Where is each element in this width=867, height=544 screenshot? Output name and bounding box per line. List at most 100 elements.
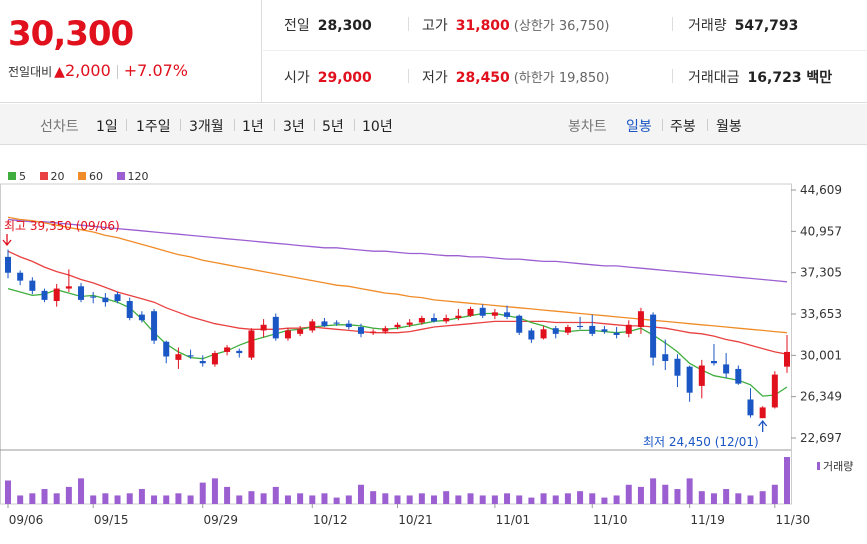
candle-body bbox=[735, 368, 742, 384]
trade-amount: 거래대금 16,723 백만 bbox=[688, 67, 832, 87]
volume-bar bbox=[333, 497, 340, 504]
candle-weekly[interactable]: 주봉 bbox=[670, 119, 696, 135]
volume-bar bbox=[357, 484, 364, 504]
volume-bar bbox=[674, 489, 681, 504]
volume-bar bbox=[431, 495, 438, 504]
period-1d[interactable]: 1일 bbox=[96, 119, 118, 135]
candle-body bbox=[102, 297, 109, 303]
period-3m[interactable]: 3개월 bbox=[189, 119, 224, 135]
x-tick-label: 09/06 bbox=[9, 513, 44, 527]
volume-bar bbox=[126, 493, 133, 504]
prev-close: 전일 28,300 bbox=[284, 15, 372, 35]
change-row: 전일대비 ▲2,000 +7.07% bbox=[8, 61, 188, 80]
candle-body bbox=[443, 317, 450, 322]
change-label: 전일대비 bbox=[8, 65, 53, 79]
volume-bar bbox=[370, 491, 377, 504]
candle-body bbox=[491, 312, 498, 316]
candle-body bbox=[516, 315, 523, 333]
period-10y[interactable]: 10년 bbox=[362, 119, 393, 135]
candle-body bbox=[199, 361, 206, 364]
period-1y[interactable]: 1년 bbox=[242, 119, 264, 135]
x-tick-label: 11/10 bbox=[593, 513, 628, 527]
volume-bar bbox=[455, 495, 462, 504]
candle-body bbox=[65, 286, 72, 289]
volume-bar bbox=[163, 495, 170, 504]
candle-body bbox=[784, 351, 790, 367]
candle-body bbox=[479, 307, 486, 316]
volume-bar bbox=[589, 493, 596, 504]
volume-bar bbox=[138, 489, 145, 504]
candle-body bbox=[236, 350, 243, 354]
y-tick-label: 33,653 bbox=[800, 307, 842, 321]
volume-bar bbox=[248, 491, 255, 504]
ma-line-20 bbox=[7, 250, 788, 355]
high-value: 31,800 bbox=[455, 18, 510, 34]
candle-body bbox=[163, 341, 170, 357]
candle-body bbox=[151, 311, 158, 341]
candle-body bbox=[90, 296, 97, 298]
volume-bar bbox=[187, 495, 194, 504]
volume-bar bbox=[211, 478, 218, 504]
volume-bar bbox=[577, 491, 584, 504]
legend-item-ma120: 120 bbox=[116, 170, 149, 183]
candle-body bbox=[138, 314, 145, 321]
volume-bar bbox=[175, 493, 182, 504]
x-tick-label: 11/30 bbox=[776, 513, 811, 527]
candle-body bbox=[455, 315, 462, 318]
candle-body bbox=[540, 329, 547, 339]
candle-body bbox=[601, 329, 608, 332]
candle-body bbox=[771, 374, 778, 408]
volume-bar bbox=[5, 480, 11, 504]
candle-body bbox=[29, 280, 36, 291]
volume-legend-swatch bbox=[817, 462, 820, 470]
candle-body bbox=[637, 311, 644, 328]
candle-body bbox=[272, 316, 279, 339]
y-tick-label: 30,001 bbox=[800, 348, 842, 362]
candle-daily[interactable]: 일봉 bbox=[626, 119, 652, 135]
volume-bar bbox=[199, 482, 206, 504]
volume-bar bbox=[443, 491, 450, 504]
legend-label: 60 bbox=[89, 170, 103, 183]
candle-body bbox=[126, 301, 133, 318]
volume-bar bbox=[78, 478, 85, 504]
candle-body bbox=[625, 324, 632, 334]
period-3y[interactable]: 3년 bbox=[283, 119, 305, 135]
candle-body bbox=[345, 323, 352, 328]
lower-limit: (하한가 19,850) bbox=[513, 71, 610, 86]
candle-body bbox=[431, 317, 438, 322]
candle-body bbox=[248, 330, 255, 358]
volume-bar bbox=[114, 495, 121, 504]
divider bbox=[234, 119, 235, 131]
volume-bar bbox=[686, 478, 693, 504]
candle-body bbox=[710, 361, 717, 364]
candle-body bbox=[5, 256, 11, 273]
divider bbox=[274, 119, 275, 131]
candle-body bbox=[723, 364, 730, 374]
candle-body bbox=[662, 354, 669, 362]
low-label: 저가 bbox=[422, 70, 448, 86]
divider bbox=[672, 69, 673, 83]
divider bbox=[707, 119, 708, 131]
candle-body bbox=[78, 286, 85, 300]
legend-item-ma5: 5 bbox=[8, 170, 26, 183]
high-label: 고가 bbox=[422, 18, 448, 34]
legend-item-ma60: 60 bbox=[78, 170, 103, 183]
ma-line-60 bbox=[7, 216, 788, 334]
legend-label: 120 bbox=[127, 170, 149, 183]
current-price: 30,300 bbox=[8, 14, 134, 54]
candle-body bbox=[260, 324, 267, 331]
ma-legend: 5 20 60 120 bbox=[8, 170, 159, 183]
price-chart: 44,609 40,957 37,305 33,653 30,001 26,349 22,6… bbox=[0, 183, 853, 527]
candle-body bbox=[41, 290, 48, 300]
open-value: 29,000 bbox=[317, 70, 372, 86]
period-1w[interactable]: 1주일 bbox=[136, 119, 171, 135]
y-tick-label: 26,349 bbox=[800, 390, 842, 404]
volume-bar bbox=[747, 495, 754, 504]
period-toolbar: 선차트 1일 1주일 3개월 1년 3년 5년 10년 봉차트 일봉 주봉 월봉 bbox=[0, 104, 867, 145]
candle-body bbox=[564, 327, 571, 333]
volume-bar bbox=[260, 493, 267, 504]
candle-monthly[interactable]: 월봉 bbox=[716, 119, 742, 135]
volume-bar bbox=[151, 495, 158, 504]
volume-bar bbox=[784, 457, 790, 504]
period-5y[interactable]: 5년 bbox=[322, 119, 344, 135]
